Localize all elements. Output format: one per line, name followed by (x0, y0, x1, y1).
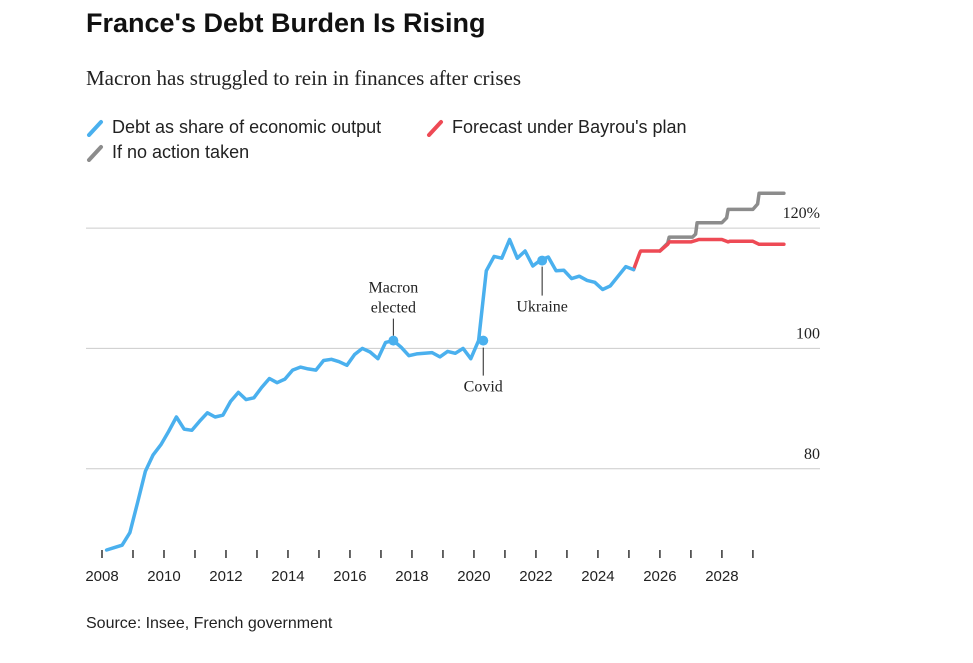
annotation-label-covid-0: Covid (464, 379, 503, 396)
x-tick-label-2010: 2010 (147, 568, 180, 585)
x-tick-label-2026: 2026 (643, 568, 676, 585)
legend: Debt as share of economic output Forecas… (86, 117, 786, 167)
gridlines: 80 100 120% (86, 205, 820, 470)
x-tick-label-2016: 2016 (333, 568, 366, 585)
annotation-marker-macron-elected (388, 335, 399, 346)
series-line-forecast (631, 237, 786, 272)
legend-label-debt: Debt as share of economic output (112, 117, 382, 137)
legend-label-forecast: Forecast under Bayrou's plan (452, 117, 687, 137)
legend-item-no-action: If no action taken (86, 142, 249, 163)
y-tick-label-100: 100 (796, 325, 820, 342)
legend-swatch-debt-line (87, 119, 103, 137)
y-tick-label-80: 80 (804, 446, 820, 463)
legend-swatch-no-action-line (87, 144, 103, 162)
annotation-label-macron-elected-0: Macron (368, 280, 418, 297)
x-tick-label-2022: 2022 (519, 568, 552, 585)
x-axis: 2008 2010 2012 2014 2016 2018 2020 2022 2024 2026… (85, 550, 754, 585)
annotations: Macron elected Covid Ukraine (368, 255, 568, 396)
legend-swatch-forecast (427, 119, 443, 137)
annotation-label-macron-elected-1: elected (371, 300, 416, 317)
legend-item-debt: Debt as share of economic output (86, 117, 381, 138)
chart-title: France's Debt Burden Is Rising (86, 8, 486, 38)
legend-item-forecast: Forecast under Bayrou's plan (426, 117, 687, 138)
x-tick-label-2012: 2012 (209, 568, 242, 585)
annotation-marker-covid (478, 335, 489, 346)
annotation-marker-ukraine (537, 255, 548, 266)
x-tick-label-2028: 2028 (705, 568, 738, 585)
y-tick-label-120: 120% (783, 205, 820, 222)
chart-subtitle: Macron has struggled to rein in finances… (86, 66, 522, 90)
legend-swatch-debt (87, 119, 103, 137)
source-note: Source: Insee, French government (86, 615, 333, 632)
x-tick-label-2024: 2024 (581, 568, 614, 585)
x-tick-label-2014: 2014 (271, 568, 304, 585)
x-tick-label-2018: 2018 (395, 568, 428, 585)
x-tick-label-2020: 2020 (457, 568, 490, 585)
annotation-label-ukraine-0: Ukraine (516, 299, 568, 316)
series-lines (104, 191, 786, 552)
series-line-no_action (658, 191, 786, 253)
legend-swatch-forecast-line (427, 119, 443, 137)
x-tick-label-2008: 2008 (85, 568, 118, 585)
legend-swatch-no-action (87, 144, 103, 162)
legend-label-no-action: If no action taken (112, 142, 250, 162)
